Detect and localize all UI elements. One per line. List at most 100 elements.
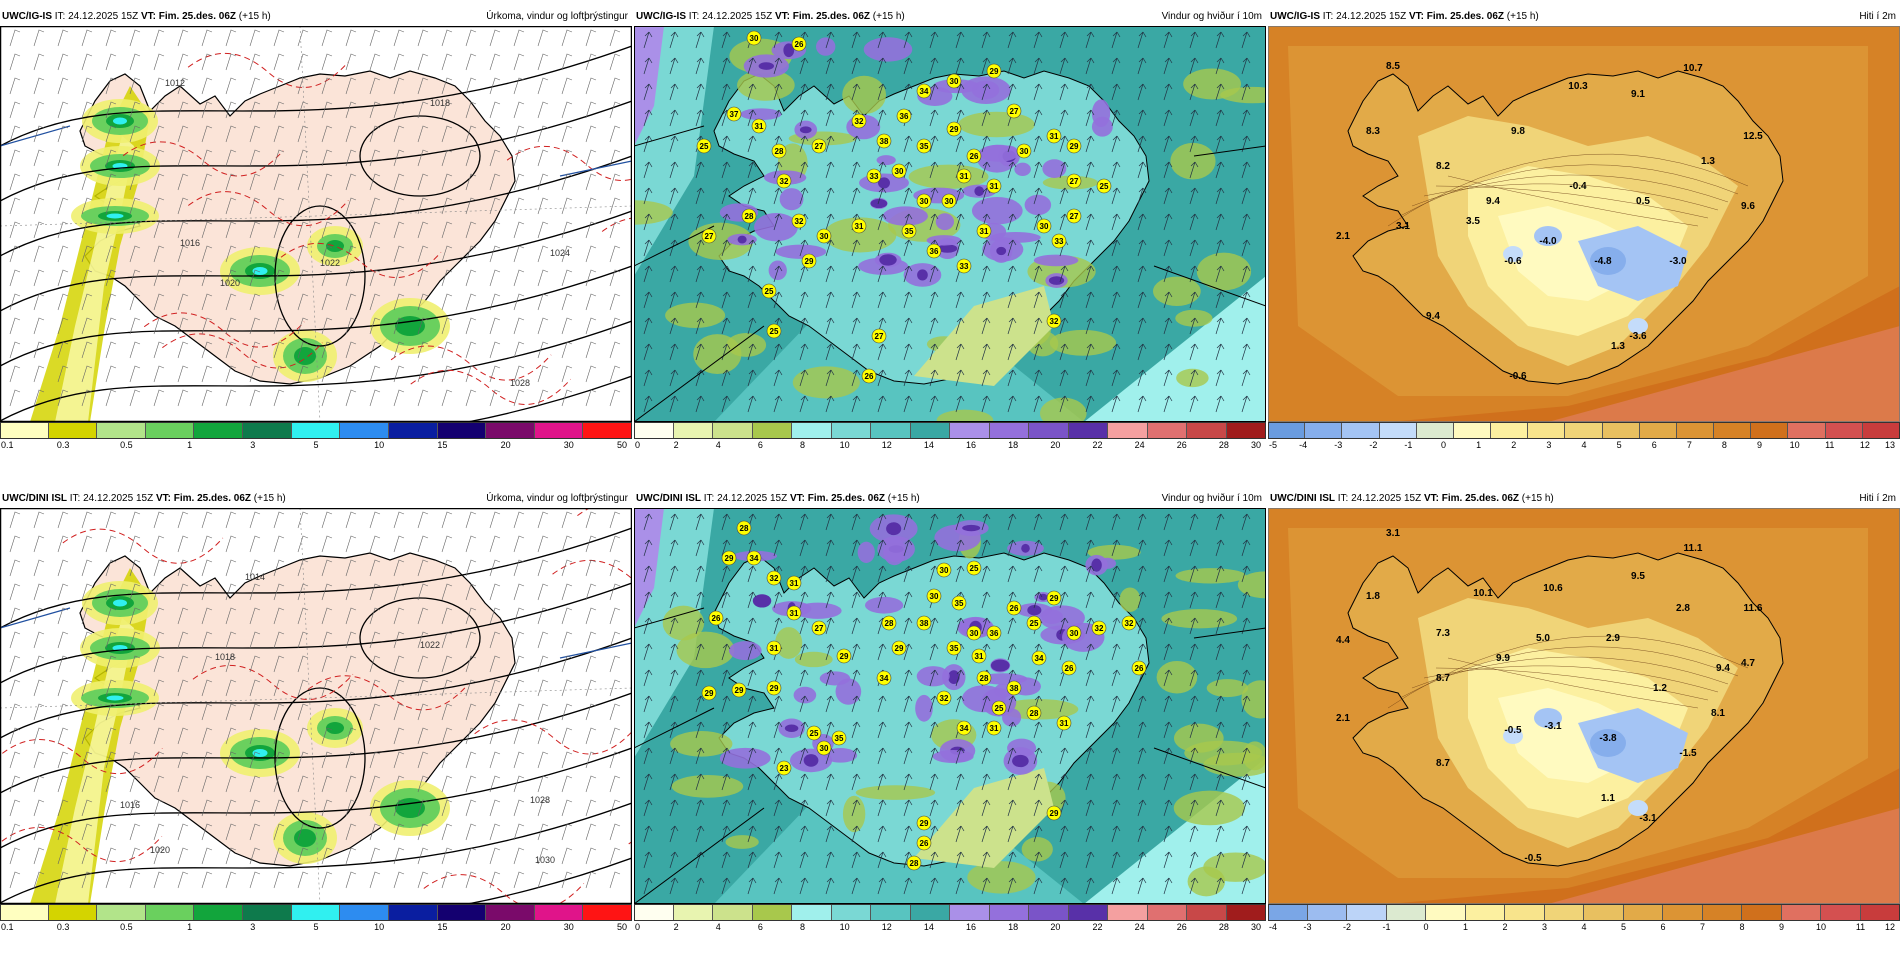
svg-text:-0.4: -0.4 <box>1569 181 1587 192</box>
colorbar-tick-label: 6 <box>1652 440 1657 450</box>
map-value-label: 1.3 <box>1611 341 1625 352</box>
svg-text:1.1: 1.1 <box>1601 793 1615 804</box>
colorbar-swatch <box>1714 422 1751 439</box>
svg-text:37: 37 <box>730 110 739 119</box>
colorbar-swatch <box>535 904 584 921</box>
svg-text:36: 36 <box>990 629 999 638</box>
colorbar-tick-label: -2 <box>1369 440 1377 450</box>
map-value-label: -0.6 <box>1509 371 1527 382</box>
colorbar-tick-label: 0.5 <box>120 922 133 932</box>
svg-text:35: 35 <box>920 142 929 151</box>
svg-text:32: 32 <box>1125 619 1134 628</box>
map-value-label: 9.4 <box>1716 663 1730 674</box>
map-value-label: 1.8 <box>1366 591 1380 602</box>
svg-text:12.5: 12.5 <box>1743 131 1763 142</box>
svg-text:9.4: 9.4 <box>1716 663 1730 674</box>
colorbar-swatch <box>1148 904 1188 921</box>
colorbar-tick-label: 11 <box>1825 440 1834 450</box>
colorbar-swatch <box>1826 422 1863 439</box>
lead-time: (+15 h) <box>1507 11 1539 22</box>
map-value-label: 29 <box>732 683 746 697</box>
panel-field-title: Úrkoma, vindur og loftþrýstingur <box>486 8 628 26</box>
svg-text:28: 28 <box>980 674 989 683</box>
map-value-label: 29 <box>947 122 961 136</box>
map-svg: 3026373128273232322827253029313338363435… <box>634 26 1266 422</box>
map-value-label: 31 <box>957 169 971 183</box>
map-value-label: 23 <box>777 761 791 775</box>
colorbar-tick-label: 4 <box>716 922 721 932</box>
colorbar-tick-label: -1 <box>1404 440 1412 450</box>
map-value-label: 2.8 <box>1676 603 1690 614</box>
map-value-label: 30 <box>927 589 941 603</box>
valid-time: Fim. 25.des. 06Z <box>793 11 870 22</box>
svg-text:29: 29 <box>735 686 744 695</box>
colorbar-swatch <box>97 422 146 439</box>
svg-text:1.3: 1.3 <box>1701 156 1715 167</box>
svg-text:32: 32 <box>770 574 779 583</box>
svg-text:30: 30 <box>895 167 904 176</box>
colorbar-tick-label: 2 <box>1502 922 1507 932</box>
colorbar-swatch <box>713 422 753 439</box>
map-value-label: 1028 <box>510 378 530 388</box>
colorbar-swatch <box>146 904 195 921</box>
map-panel-precip: UWC/DINI ISL IT: 24.12.2025 15Z VT: Fim.… <box>0 490 632 958</box>
svg-text:-3.8: -3.8 <box>1599 733 1617 744</box>
model-name: UWC/IG-IS <box>1270 11 1320 22</box>
colorbar-tick-label: 7 <box>1687 440 1692 450</box>
map-value-label: 31 <box>972 649 986 663</box>
svg-text:11.6: 11.6 <box>1744 603 1763 614</box>
svg-text:1018: 1018 <box>215 652 235 662</box>
colorbar-tick-label: 15 <box>437 440 447 450</box>
colorbar-swatch <box>1308 904 1348 921</box>
map-value-label: 25 <box>1097 179 1111 193</box>
map-value-label: -4.0 <box>1539 236 1557 247</box>
colorbar-tick-label: 10 <box>840 922 850 932</box>
map-value-label: 28 <box>1027 706 1041 720</box>
colorbar-tick-label: 24 <box>1135 922 1145 932</box>
valid-time-label: VT: <box>141 11 156 22</box>
svg-text:30: 30 <box>1020 147 1029 156</box>
map-value-label: -3.6 <box>1629 331 1647 342</box>
colorbar-swatch <box>674 422 714 439</box>
map-value-label: 37 <box>727 107 741 121</box>
map-value-label: 38 <box>917 616 931 630</box>
svg-text:1.3: 1.3 <box>1611 341 1625 352</box>
colorbar-swatch <box>389 422 438 439</box>
svg-text:34: 34 <box>880 674 889 683</box>
map-value-label: 9.1 <box>1631 89 1645 100</box>
map-value-label: 31 <box>787 606 801 620</box>
panel-header: UWC/IG-IS IT: 24.12.2025 15Z VT: Fim. 25… <box>0 8 632 26</box>
map-value-label: 38 <box>1007 681 1021 695</box>
colorbar-tick-label: 11 <box>1856 922 1865 932</box>
map-panel-temp: UWC/DINI ISL IT: 24.12.2025 15Z VT: Fim.… <box>1268 490 1900 958</box>
map-value-label: 9.8 <box>1511 126 1525 137</box>
colorbar-tick-label: 7 <box>1700 922 1705 932</box>
map-value-label: 2.9 <box>1606 633 1620 644</box>
svg-text:30: 30 <box>950 77 959 86</box>
map-value-label: 28 <box>737 521 751 535</box>
colorbar-tick-label: 20 <box>1050 922 1060 932</box>
valid-time: Fim. 25.des. 06Z <box>808 493 885 504</box>
map-panel-temp: UWC/IG-IS IT: 24.12.2025 15Z VT: Fim. 25… <box>1268 8 1900 476</box>
colorbar-tick-label: 10 <box>840 440 850 450</box>
colorbar-tick-label: 10 <box>374 922 384 932</box>
map-value-label: 7.3 <box>1436 628 1450 639</box>
colorbar-tick-label: 0 <box>635 440 640 450</box>
map-value-label: 26 <box>1132 661 1146 675</box>
svg-text:34: 34 <box>960 724 969 733</box>
svg-text:9.8: 9.8 <box>1511 126 1525 137</box>
svg-text:34: 34 <box>920 87 929 96</box>
svg-text:1.2: 1.2 <box>1653 683 1667 694</box>
colorbar-swatch <box>792 904 832 921</box>
colorbar-swatch <box>1268 904 1308 921</box>
map-value-label: 35 <box>902 224 916 238</box>
lead-time: (+15 h) <box>254 493 286 504</box>
panel-header: UWC/IG-IS IT: 24.12.2025 15Z VT: Fim. 25… <box>634 8 1266 26</box>
svg-text:-0.5: -0.5 <box>1504 725 1522 736</box>
colorbar-swatch <box>49 422 98 439</box>
map-value-label: 31 <box>977 224 991 238</box>
map-value-label: 4.7 <box>1741 658 1755 669</box>
colorbar-tick-label: 0.3 <box>57 922 70 932</box>
